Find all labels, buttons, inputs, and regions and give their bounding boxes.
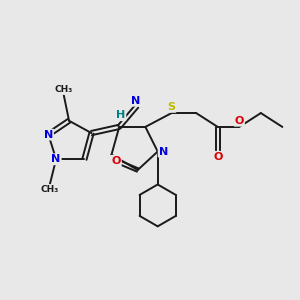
Text: CH₃: CH₃ <box>55 85 73 94</box>
Text: O: O <box>111 156 121 166</box>
Text: N: N <box>159 146 168 157</box>
Text: N: N <box>130 96 140 106</box>
Text: O: O <box>214 152 223 162</box>
Text: N: N <box>44 130 53 140</box>
Text: N: N <box>52 154 61 164</box>
Text: S: S <box>167 102 175 112</box>
Text: H: H <box>116 110 125 120</box>
Text: CH₃: CH₃ <box>41 185 59 194</box>
Text: O: O <box>235 116 244 126</box>
